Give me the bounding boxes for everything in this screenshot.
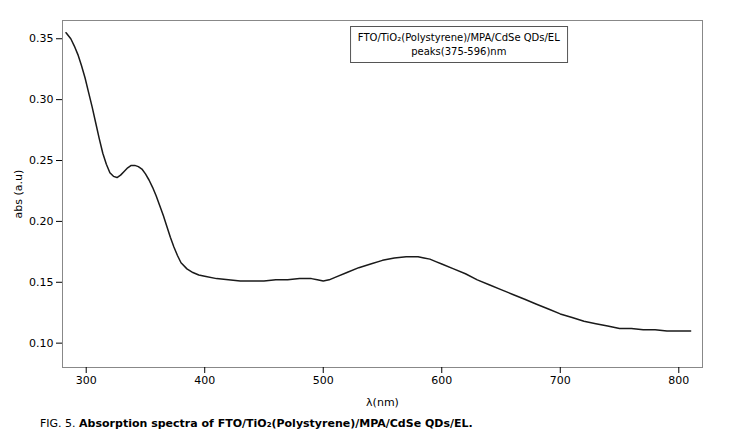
html-text:FIG. 5. Absorption spectra of: FIG. 5. Absorption spectra of FTO/TiO₂(P… (40, 417, 473, 430)
svg-text:0.20: 0.20 (29, 215, 54, 228)
html-text:FTO/TiO₂(Polystyrene)/MPA/CdSe: FTO/TiO₂(Polystyrene)/MPA/CdSe QDs/EL (357, 32, 560, 43)
svg-text:400: 400 (194, 374, 215, 387)
svg-text:0.10: 0.10 (29, 337, 54, 350)
svg-text:800: 800 (668, 374, 689, 387)
svg-text:0.35: 0.35 (29, 32, 54, 45)
svg-text:300: 300 (76, 374, 97, 387)
svg-text:600: 600 (431, 374, 452, 387)
svg-text:0.25: 0.25 (29, 154, 54, 167)
svg-text:0.15: 0.15 (29, 276, 54, 289)
svg-text:λ(nm): λ(nm) (366, 396, 399, 409)
html-text:peaks(375-596)nm: peaks(375-596)nm (411, 45, 507, 57)
svg-text:500: 500 (313, 374, 334, 387)
svg-text:700: 700 (550, 374, 571, 387)
svg-text:abs (a.u): abs (a.u) (12, 170, 25, 219)
svg-text:0.30: 0.30 (29, 93, 54, 106)
